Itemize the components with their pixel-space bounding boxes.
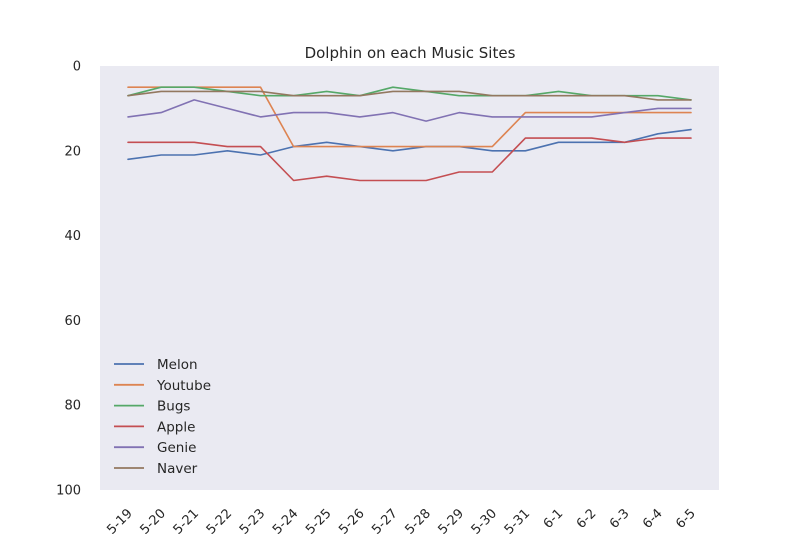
legend-label: Bugs bbox=[157, 399, 190, 415]
x-tick-label: 5-26 bbox=[336, 506, 367, 537]
y-tick-label: 80 bbox=[64, 399, 81, 414]
chart-title: Dolphin on each Music Sites bbox=[305, 44, 516, 62]
plot-area bbox=[100, 66, 719, 490]
legend: Melon Youtube Bugs Apple Genie Naver bbox=[114, 357, 211, 477]
x-tick-label: 5-23 bbox=[237, 506, 268, 537]
series-layer bbox=[127, 86, 692, 182]
y-tick-label: 20 bbox=[64, 144, 81, 159]
x-tick-label: 6-3 bbox=[607, 506, 633, 532]
legend-label: Apple bbox=[157, 419, 195, 435]
legend-label: Melon bbox=[157, 357, 198, 373]
x-tick-label: 5-22 bbox=[204, 506, 235, 537]
x-tick-label: 5-20 bbox=[137, 506, 168, 537]
x-tick-label: 5-24 bbox=[270, 506, 301, 537]
x-tick-label: 6-5 bbox=[673, 506, 699, 532]
y-tick-label: 100 bbox=[56, 484, 81, 499]
x-tick-label: 5-27 bbox=[369, 506, 400, 537]
x-tick-label: 5-19 bbox=[104, 506, 135, 537]
legend-label: Naver bbox=[157, 461, 198, 477]
series-line-naver bbox=[127, 90, 692, 101]
x-tick-label: 5-25 bbox=[303, 506, 334, 537]
x-tick-label: 5-30 bbox=[469, 506, 500, 537]
y-tick-label: 60 bbox=[64, 314, 81, 329]
y-tick-label: 0 bbox=[73, 60, 81, 75]
legend-label: Youtube bbox=[156, 378, 211, 394]
legend-label: Genie bbox=[157, 440, 196, 456]
x-tick-label: 5-31 bbox=[502, 506, 533, 537]
series-line-melon bbox=[127, 128, 692, 161]
y-tick-label: 40 bbox=[64, 229, 81, 244]
x-axis: 5-19 5-20 5-21 5-22 5-23 5-24 5-25 5-26 5-27 5-28… bbox=[104, 506, 698, 538]
series-line-youtube bbox=[127, 86, 692, 148]
y-axis: 0 20 40 60 80 100 bbox=[56, 60, 81, 499]
series-line-apple bbox=[127, 137, 692, 182]
series-line-genie bbox=[127, 99, 692, 122]
x-tick-label: 5-29 bbox=[436, 506, 467, 537]
x-tick-label: 6-4 bbox=[640, 506, 666, 532]
x-tick-label: 5-21 bbox=[171, 506, 202, 537]
x-tick-label: 6-2 bbox=[574, 506, 600, 532]
x-tick-label: 6-1 bbox=[541, 506, 567, 532]
x-tick-label: 5-28 bbox=[402, 506, 433, 537]
